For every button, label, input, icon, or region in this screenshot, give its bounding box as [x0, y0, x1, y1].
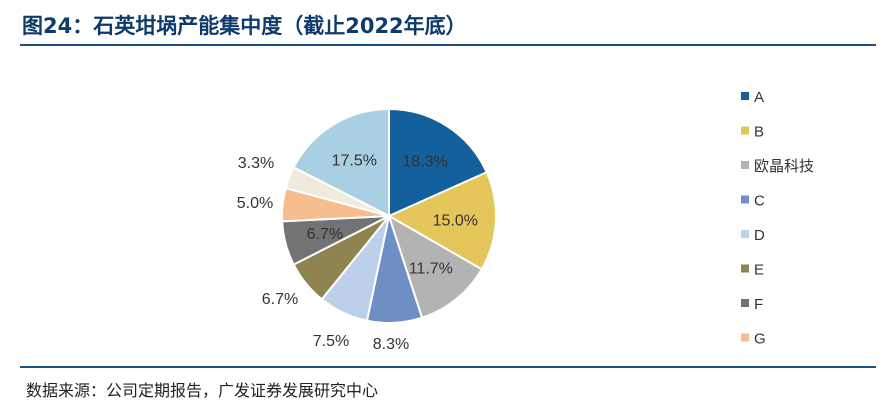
slice-label: 3.3% [238, 155, 274, 172]
legend-swatch [741, 264, 749, 273]
pie-slice [386, 170, 497, 271]
legend-swatch [741, 126, 749, 135]
legend-label: 欧晶科技 [754, 158, 814, 175]
slice-label: 15.0% [433, 212, 478, 229]
slice-label: 5.0% [237, 195, 273, 212]
legend-swatch [741, 195, 749, 204]
legend-swatch [741, 333, 749, 342]
pie-slice [388, 107, 488, 218]
legend-swatch [741, 92, 749, 100]
pie-slice [387, 213, 484, 320]
slice-label: 11.7% [409, 261, 453, 278]
legend-label: F [754, 296, 763, 313]
pie-slice [292, 107, 390, 218]
legend-label: B [754, 124, 764, 141]
legend-label: G [754, 331, 766, 348]
slice-label: 8.3% [373, 336, 409, 353]
legend-swatch [741, 161, 749, 169]
legend-label: A [754, 89, 764, 106]
slice-label: 17.5% [332, 152, 377, 169]
pie-slices [281, 107, 497, 324]
legend-label: C [754, 193, 765, 210]
slice-label: 6.7% [307, 226, 343, 243]
legend-swatch [741, 299, 749, 307]
legend-label: E [754, 262, 764, 279]
slice-label: 6.7% [262, 291, 298, 308]
title-divider [20, 44, 876, 46]
legend-label: D [754, 227, 765, 244]
legend-swatch [741, 230, 749, 238]
figure-title: 图24：石英坩埚产能集中度（截止2022年底） [22, 14, 467, 38]
pie-labels: 18.3% 15.0% 11.7% 8.3% 7.5% 6.7% 6.7% 5.0% 3.3% 1… [237, 152, 478, 353]
slice-label: 18.3% [402, 153, 447, 170]
source-divider [20, 366, 876, 368]
source-note: 数据来源：公司定期报告，广发证券发展研究中心 [26, 381, 379, 400]
legend: A B 欧晶科技 CD EF G [741, 89, 814, 348]
slice-label: 7.5% [313, 333, 349, 350]
